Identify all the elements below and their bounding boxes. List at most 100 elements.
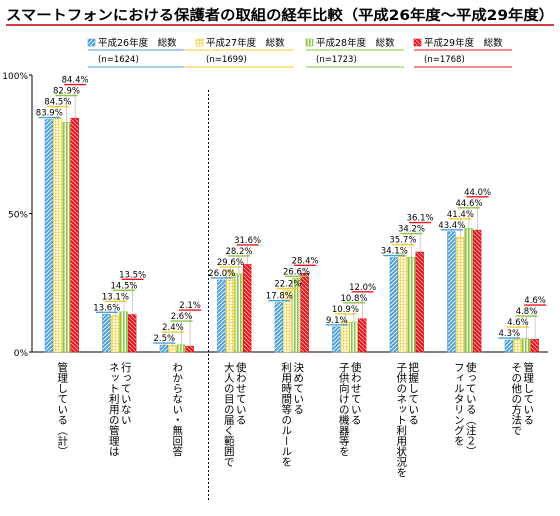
bar xyxy=(521,338,531,353)
legend-swatch xyxy=(87,38,96,47)
value-label: 44.0% xyxy=(464,188,491,198)
bar xyxy=(53,117,62,353)
legend-label: 平成28年度 総数 xyxy=(316,37,395,49)
legend-n: (n=1624) xyxy=(98,55,139,65)
legend-swatch xyxy=(413,38,422,47)
value-label: 17.8% xyxy=(266,292,293,302)
x-tick-label: 管理している xyxy=(522,361,534,425)
value-label: 2.1% xyxy=(179,301,201,311)
bar xyxy=(61,122,71,353)
legend-label: 平成29年度 総数 xyxy=(424,37,503,49)
value-label: 2.4% xyxy=(162,323,184,333)
y-tick-label: 50% xyxy=(8,211,28,221)
bar xyxy=(406,256,416,353)
value-label: 41.4% xyxy=(447,210,474,220)
x-tick-label: 決めている xyxy=(292,362,304,415)
bar xyxy=(300,273,309,353)
bar xyxy=(530,338,539,353)
legend-label: 平成26年度 総数 xyxy=(98,37,177,49)
value-label: 35.7% xyxy=(389,236,416,246)
bar xyxy=(398,252,407,353)
bar xyxy=(243,264,252,353)
bar xyxy=(455,237,465,353)
x-tick-label: わからない・無回答 xyxy=(171,362,183,457)
x-tick-label: フィルタリングを xyxy=(453,362,465,446)
value-label: 4.8% xyxy=(516,307,538,317)
x-tick-label: 大人の目の届く範囲で xyxy=(223,361,235,467)
legend-swatch xyxy=(195,38,204,47)
bar xyxy=(102,314,111,353)
value-label: 28.4% xyxy=(292,256,319,266)
bar xyxy=(185,345,194,353)
bar xyxy=(291,278,301,353)
bar xyxy=(513,338,522,353)
x-tick-label: 使わせている xyxy=(235,361,247,425)
value-label: 34.1% xyxy=(381,247,408,257)
value-label: 36.1% xyxy=(407,214,434,224)
x-tick-label: 把握している xyxy=(407,361,419,425)
bar xyxy=(357,318,367,353)
bar xyxy=(110,315,120,353)
value-label: 14.5% xyxy=(110,281,137,291)
value-label: 34.2% xyxy=(398,225,425,235)
y-tick-label: 100% xyxy=(2,72,28,82)
bar xyxy=(119,311,128,353)
x-tick-label: 利用時間等のルールを xyxy=(280,362,292,467)
value-label: 84.4% xyxy=(62,76,89,86)
value-label: 9.1% xyxy=(326,316,348,326)
value-label: 44.6% xyxy=(455,199,482,209)
value-label: 2.5% xyxy=(153,334,175,344)
value-label: 43.4% xyxy=(438,221,465,231)
value-label: 83.9% xyxy=(36,109,63,119)
bar xyxy=(234,273,243,353)
value-labels: 83.9%84.5%82.9%84.4% 13.6%13.1%14.5%13.5%… xyxy=(36,76,547,347)
value-label: 26.0% xyxy=(208,269,235,279)
bar xyxy=(168,345,177,353)
bar xyxy=(389,257,399,353)
legend-n: (n=1699) xyxy=(206,55,247,65)
x-tick-label: 使わせている xyxy=(350,361,362,425)
value-label: 31.6% xyxy=(234,236,261,246)
bar xyxy=(447,231,456,353)
x-axis-labels: 管理している（計） ネット利用の管理は 行っていない わからない・無回答 大人の目の届く… xyxy=(56,361,534,477)
bar xyxy=(283,290,292,353)
value-label: 13.6% xyxy=(93,303,120,313)
value-label: 2.6% xyxy=(171,312,193,322)
bar xyxy=(44,119,54,353)
bars xyxy=(44,117,539,353)
x-tick-label: 子供向けの機器等を xyxy=(338,362,350,457)
value-label: 4.6% xyxy=(507,318,529,328)
bar xyxy=(159,344,169,353)
value-label: 13.5% xyxy=(119,270,146,280)
bar xyxy=(340,321,350,353)
bar xyxy=(128,314,137,353)
value-label: 10.9% xyxy=(332,305,359,315)
x-tick-label: その他の方法で xyxy=(510,362,522,436)
bar xyxy=(504,339,514,353)
value-label: 4.6% xyxy=(524,296,546,306)
legend-swatch xyxy=(305,38,314,47)
legend-n: (n=1723) xyxy=(316,55,357,65)
value-label: 12.0% xyxy=(349,283,376,293)
legend: 平成26年度 総数 (n=1624) 平成27年度 総数 (n=1699) 平成28年度… xyxy=(87,37,512,68)
bar xyxy=(217,279,226,353)
x-tick-label: 子供のネット利用状況を xyxy=(395,362,407,478)
value-label: 10.8% xyxy=(340,294,367,304)
x-tick-label: ネット利用の管理は xyxy=(108,362,120,457)
value-label: 26.6% xyxy=(283,267,310,277)
value-label: 4.3% xyxy=(498,329,520,339)
bar xyxy=(274,302,284,353)
value-label: 13.1% xyxy=(102,292,129,302)
bar xyxy=(176,344,186,353)
x-tick-label: 管理している（計） xyxy=(56,361,68,456)
x-tick-label: 使っている（注２） xyxy=(465,361,477,456)
chart-title: スマートフォンにおける保護者の取組の経年比較（平成26年度～平成29年度） xyxy=(6,7,554,24)
legend-n: (n=1768) xyxy=(424,55,465,65)
value-label: 29.6% xyxy=(217,258,244,268)
value-label: 28.2% xyxy=(225,247,252,257)
bar xyxy=(349,321,358,353)
value-label: 82.9% xyxy=(53,87,80,97)
bar xyxy=(70,117,79,353)
bar xyxy=(225,269,235,353)
